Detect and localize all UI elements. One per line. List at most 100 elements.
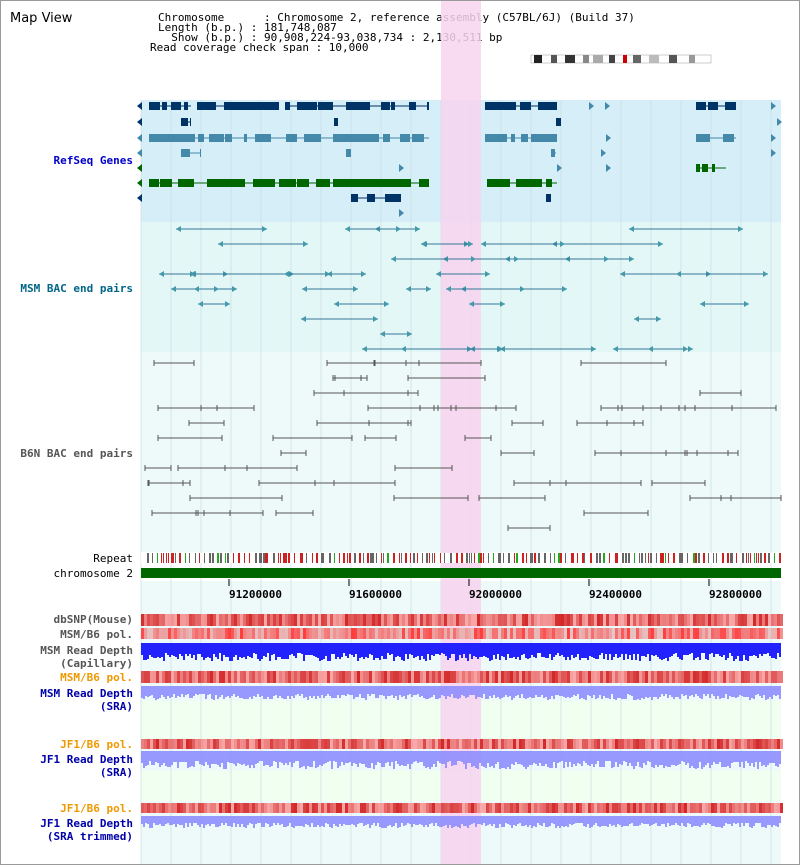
read-depth-bin xyxy=(461,751,463,762)
polymorphism-bin xyxy=(756,628,759,639)
read-depth-bin xyxy=(149,643,151,655)
polymorphism-bin xyxy=(201,671,204,683)
polymorphism-bin xyxy=(270,739,273,749)
repeat-element xyxy=(249,553,250,563)
read-depth-bin xyxy=(387,686,389,696)
gene-exon xyxy=(516,179,524,187)
gene-exon xyxy=(521,134,528,142)
polymorphism-bin xyxy=(195,803,198,813)
read-depth-bin xyxy=(697,816,699,826)
polymorphism-bin xyxy=(762,803,765,813)
polymorphism-bin xyxy=(240,803,243,813)
read-depth-bin xyxy=(229,686,231,698)
polymorphism-bin xyxy=(372,671,375,683)
read-depth-bin xyxy=(401,643,403,660)
polymorphism-bin xyxy=(153,628,156,639)
read-depth-bin xyxy=(609,816,611,824)
read-depth-bin xyxy=(471,686,473,695)
polymorphism-bin xyxy=(291,628,294,639)
read-depth-bin xyxy=(691,643,693,653)
polymorphism-bin xyxy=(765,671,768,683)
polymorphism-bin xyxy=(162,739,165,749)
read-depth-bin xyxy=(235,643,237,655)
repeat-element xyxy=(209,553,211,563)
read-depth-bin xyxy=(239,751,241,764)
read-depth-bin xyxy=(413,816,415,824)
polymorphism-bin xyxy=(171,739,174,749)
read-depth-bin xyxy=(481,643,483,657)
read-depth-bin xyxy=(357,686,359,697)
msm-depth-capillary-line1: MSM Read Depth xyxy=(40,644,133,657)
polymorphism-bin xyxy=(234,671,237,683)
polymorphism-bin xyxy=(444,803,447,813)
read-depth-bin xyxy=(633,816,635,826)
read-depth-bin xyxy=(467,751,469,763)
polymorphism-bin xyxy=(339,614,342,626)
repeat-element xyxy=(768,553,770,563)
read-depth-bin xyxy=(237,751,239,763)
read-depth-bin xyxy=(531,816,533,828)
polymorphism-bin xyxy=(321,739,324,749)
read-depth-bin xyxy=(593,751,595,767)
read-depth-bin xyxy=(631,686,633,696)
read-depth-bin xyxy=(599,816,601,827)
read-depth-bin xyxy=(683,686,685,696)
read-depth-bin xyxy=(729,686,731,696)
polymorphism-bin xyxy=(570,614,573,626)
read-depth-bin xyxy=(253,643,255,653)
read-depth-bin xyxy=(637,816,639,826)
read-depth-bin xyxy=(661,751,663,765)
read-depth-bin xyxy=(433,816,435,826)
repeat-element xyxy=(730,553,732,563)
read-depth-bin xyxy=(465,643,467,658)
read-depth-bin xyxy=(381,816,383,828)
chromosome-ideogram[interactable] xyxy=(529,53,714,65)
read-depth-bin xyxy=(681,816,683,823)
gene-exon xyxy=(286,134,297,142)
read-depth-bin xyxy=(643,686,645,699)
polymorphism-bin xyxy=(528,671,531,683)
read-depth-bin xyxy=(285,751,287,763)
read-depth-bin xyxy=(219,751,221,767)
read-depth-bin xyxy=(553,686,555,699)
read-depth-bin xyxy=(363,816,365,826)
polymorphism-bin xyxy=(168,803,171,813)
read-depth-bin xyxy=(657,751,659,767)
read-depth-bin xyxy=(215,816,217,827)
read-depth-bin xyxy=(379,816,381,827)
polymorphism-bin xyxy=(210,628,213,639)
polymorphism-bin xyxy=(198,803,201,813)
read-depth-bin xyxy=(367,751,369,768)
polymorphism-bin xyxy=(264,671,267,683)
read-depth-bin xyxy=(199,751,201,764)
read-depth-bin xyxy=(403,686,405,696)
polymorphism-bin xyxy=(228,628,231,639)
read-depth-bin xyxy=(285,643,287,659)
polymorphism-bin xyxy=(723,739,726,749)
polymorphism-bin xyxy=(609,671,612,683)
gene-arrow xyxy=(137,134,142,142)
read-depth-bin xyxy=(547,643,549,658)
polymorphism-bin xyxy=(522,614,525,626)
read-depth-bin xyxy=(759,816,761,823)
read-depth-bin xyxy=(467,686,469,697)
gene-exon xyxy=(209,134,224,142)
read-depth-bin xyxy=(177,816,179,824)
read-depth-bin xyxy=(503,751,505,768)
read-depth-bin xyxy=(717,686,719,696)
gene-exon xyxy=(380,179,392,187)
read-depth-bin xyxy=(517,751,519,764)
repeat-element xyxy=(554,553,555,563)
gene-arrow xyxy=(589,102,594,110)
polymorphism-bin xyxy=(282,739,285,749)
read-depth-bin xyxy=(477,751,479,769)
read-depth-bin xyxy=(167,751,169,767)
read-depth-bin xyxy=(403,751,405,766)
read-depth-bin xyxy=(513,643,515,657)
polymorphism-bin xyxy=(744,803,747,813)
polymorphism-bin xyxy=(336,628,339,639)
read-depth-bin xyxy=(203,751,205,766)
repeat-element xyxy=(641,553,643,563)
polymorphism-bin xyxy=(486,614,489,626)
